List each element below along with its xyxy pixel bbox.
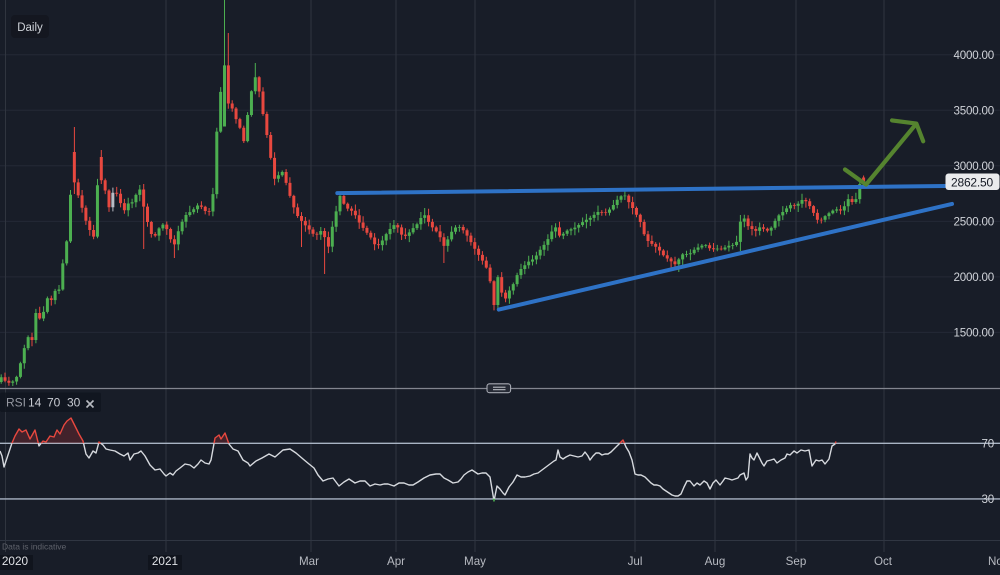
- svg-text:Oct: Oct: [874, 555, 893, 568]
- svg-text:4000.00: 4000.00: [953, 49, 994, 62]
- svg-text:Sep: Sep: [786, 555, 807, 568]
- svg-text:Jul: Jul: [628, 555, 643, 568]
- svg-text:2500.00: 2500.00: [953, 216, 994, 229]
- svg-text:30: 30: [67, 396, 81, 410]
- svg-text:Data is indicative: Data is indicative: [2, 542, 67, 552]
- svg-text:2021: 2021: [152, 554, 178, 568]
- svg-text:70: 70: [47, 396, 61, 410]
- svg-text:70: 70: [982, 437, 995, 450]
- svg-text:2000.00: 2000.00: [953, 271, 994, 284]
- svg-text:Nov: Nov: [988, 555, 1000, 568]
- svg-text:30: 30: [982, 493, 995, 506]
- svg-text:14: 14: [28, 396, 42, 410]
- svg-text:Apr: Apr: [387, 555, 405, 568]
- svg-text:1500.00: 1500.00: [953, 327, 994, 340]
- svg-text:May: May: [464, 555, 486, 568]
- svg-text:Daily: Daily: [17, 22, 43, 34]
- svg-text:Aug: Aug: [705, 555, 726, 568]
- svg-text:2020: 2020: [2, 554, 29, 568]
- svg-text:RSI: RSI: [6, 396, 26, 410]
- svg-text:3000.00: 3000.00: [953, 160, 994, 173]
- svg-text:Mar: Mar: [299, 555, 319, 568]
- svg-text:2862.50: 2862.50: [951, 175, 994, 189]
- svg-text:3500.00: 3500.00: [953, 105, 994, 118]
